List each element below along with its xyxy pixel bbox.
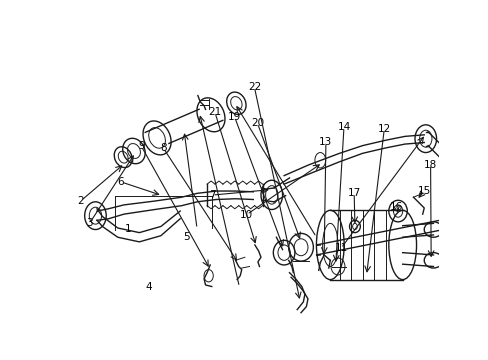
Text: 11: 11 bbox=[334, 243, 347, 253]
Text: 12: 12 bbox=[377, 124, 390, 134]
Text: 2: 2 bbox=[77, 196, 83, 206]
Text: 15: 15 bbox=[417, 186, 430, 196]
Text: 8: 8 bbox=[160, 143, 166, 153]
Text: 3: 3 bbox=[86, 219, 93, 228]
Text: 19: 19 bbox=[228, 112, 241, 122]
Text: 22: 22 bbox=[247, 82, 261, 92]
Text: 20: 20 bbox=[250, 118, 264, 128]
Text: 7: 7 bbox=[208, 190, 215, 200]
Text: 18: 18 bbox=[423, 159, 436, 170]
Text: 10: 10 bbox=[240, 210, 253, 220]
Text: 16: 16 bbox=[389, 202, 403, 212]
Text: 21: 21 bbox=[208, 107, 221, 117]
Text: 4: 4 bbox=[145, 282, 152, 292]
Text: 1: 1 bbox=[124, 224, 131, 234]
Text: 6: 6 bbox=[117, 177, 124, 187]
Text: 17: 17 bbox=[347, 188, 360, 198]
Text: 9: 9 bbox=[138, 141, 144, 151]
Text: 5: 5 bbox=[183, 232, 189, 242]
Text: 14: 14 bbox=[337, 122, 350, 132]
Text: 13: 13 bbox=[319, 138, 332, 148]
